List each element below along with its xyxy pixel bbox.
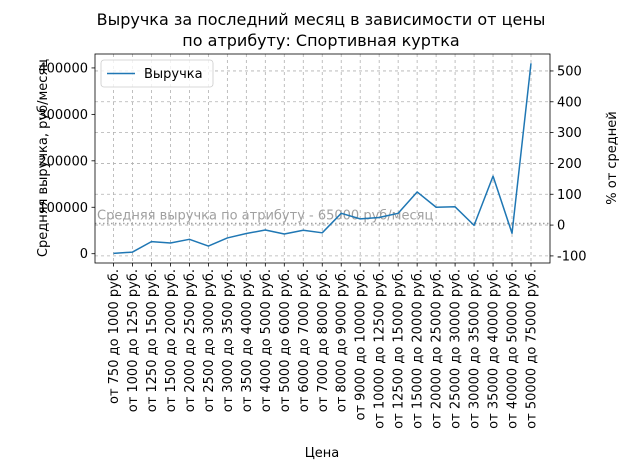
y-tick-label: 200000	[38, 154, 88, 169]
x-tick-label: от 35000 до 40000 руб.	[487, 269, 502, 429]
x-tick-label: от 40000 до 50000 руб.	[506, 269, 521, 429]
grid	[95, 54, 550, 263]
reference-line-group: Средняя выручка по атрибуту - 65000 руб/…	[95, 209, 550, 225]
y-tick-label: 400000	[38, 61, 88, 76]
x-tick-label: от 10000 до 12500 руб.	[373, 269, 388, 429]
x-tick-label: от 1500 до 2000 руб.	[164, 269, 179, 412]
x-tick-label: от 2000 до 2500 руб.	[183, 269, 198, 412]
x-tick-label: от 1000 до 1250 руб.	[126, 269, 141, 412]
y2-tick-label: 400	[557, 95, 582, 110]
x-tick-label: от 1250 до 1500 руб.	[145, 269, 160, 412]
x-tick-label: от 7000 до 8000 руб.	[316, 269, 331, 412]
x-tick-label: от 15000 до 20000 руб.	[411, 269, 426, 429]
y2-tick-label: 200	[557, 157, 582, 172]
y2-axis-label: % от средней	[605, 111, 620, 204]
x-tick-label: от 6000 до 7000 руб.	[297, 269, 312, 412]
x-tick-label: от 3500 до 4000 руб.	[240, 269, 255, 412]
y2-tick-label: 100	[557, 188, 582, 203]
y-axis-label: Средняя выручка, руб/месяц	[36, 59, 51, 257]
x-tick-label: от 30000 до 35000 руб.	[468, 269, 483, 429]
series-group	[113, 63, 532, 255]
y2-tick-label: 300	[557, 126, 582, 141]
y-axis-right: -100 0 100 200 300 400 500	[550, 64, 587, 264]
x-tick-label: от 750 до 1000 руб.	[107, 269, 122, 404]
x-tick-label: от 8000 до 9000 руб.	[335, 269, 350, 412]
reference-line-label: Средняя выручка по атрибуту - 65000 руб/…	[97, 209, 433, 224]
x-tick-label: от 3000 до 3500 руб.	[221, 269, 236, 412]
legend-label-vyruchka: Выручка	[144, 67, 203, 82]
y-tick-label: 0	[80, 247, 88, 262]
x-tick-label: от 4000 до 5000 руб.	[259, 269, 274, 412]
series-line-0	[113, 63, 532, 255]
legend-box	[100, 59, 214, 88]
x-tick-label: от 20000 до 25000 руб.	[430, 269, 445, 429]
x-axis: от 750 до 1000 руб. от 1000 до 1250 руб. о…	[107, 263, 540, 429]
x-axis-label: Цена	[305, 446, 340, 461]
y-tick-label: 100000	[38, 201, 88, 216]
y2-tick-label: -100	[557, 249, 587, 264]
chart-title-line-1: Выручка за последний месяц в зависимости…	[97, 10, 546, 29]
x-tick-label: от 2500 до 3000 руб.	[202, 269, 217, 412]
y2-tick-label: 0	[557, 219, 565, 234]
legend: Выручка	[100, 59, 214, 88]
x-tick-label: от 5000 до 6000 руб.	[278, 269, 293, 412]
chart-title-line-2: по атрибуту: Спортивная куртка	[182, 31, 459, 50]
x-tick-label: от 9000 до 10000 руб.	[354, 269, 369, 421]
x-tick-label: от 50000 до 75000 руб.	[525, 269, 540, 429]
x-tick-label: от 25000 до 30000 руб.	[449, 269, 464, 429]
y2-tick-label: 500	[557, 64, 582, 79]
y-tick-label: 300000	[38, 108, 88, 123]
y-axis-left: 0 100000 200000 300000 400000	[38, 61, 95, 262]
x-tick-label: от 12500 до 15000 руб.	[392, 269, 407, 429]
